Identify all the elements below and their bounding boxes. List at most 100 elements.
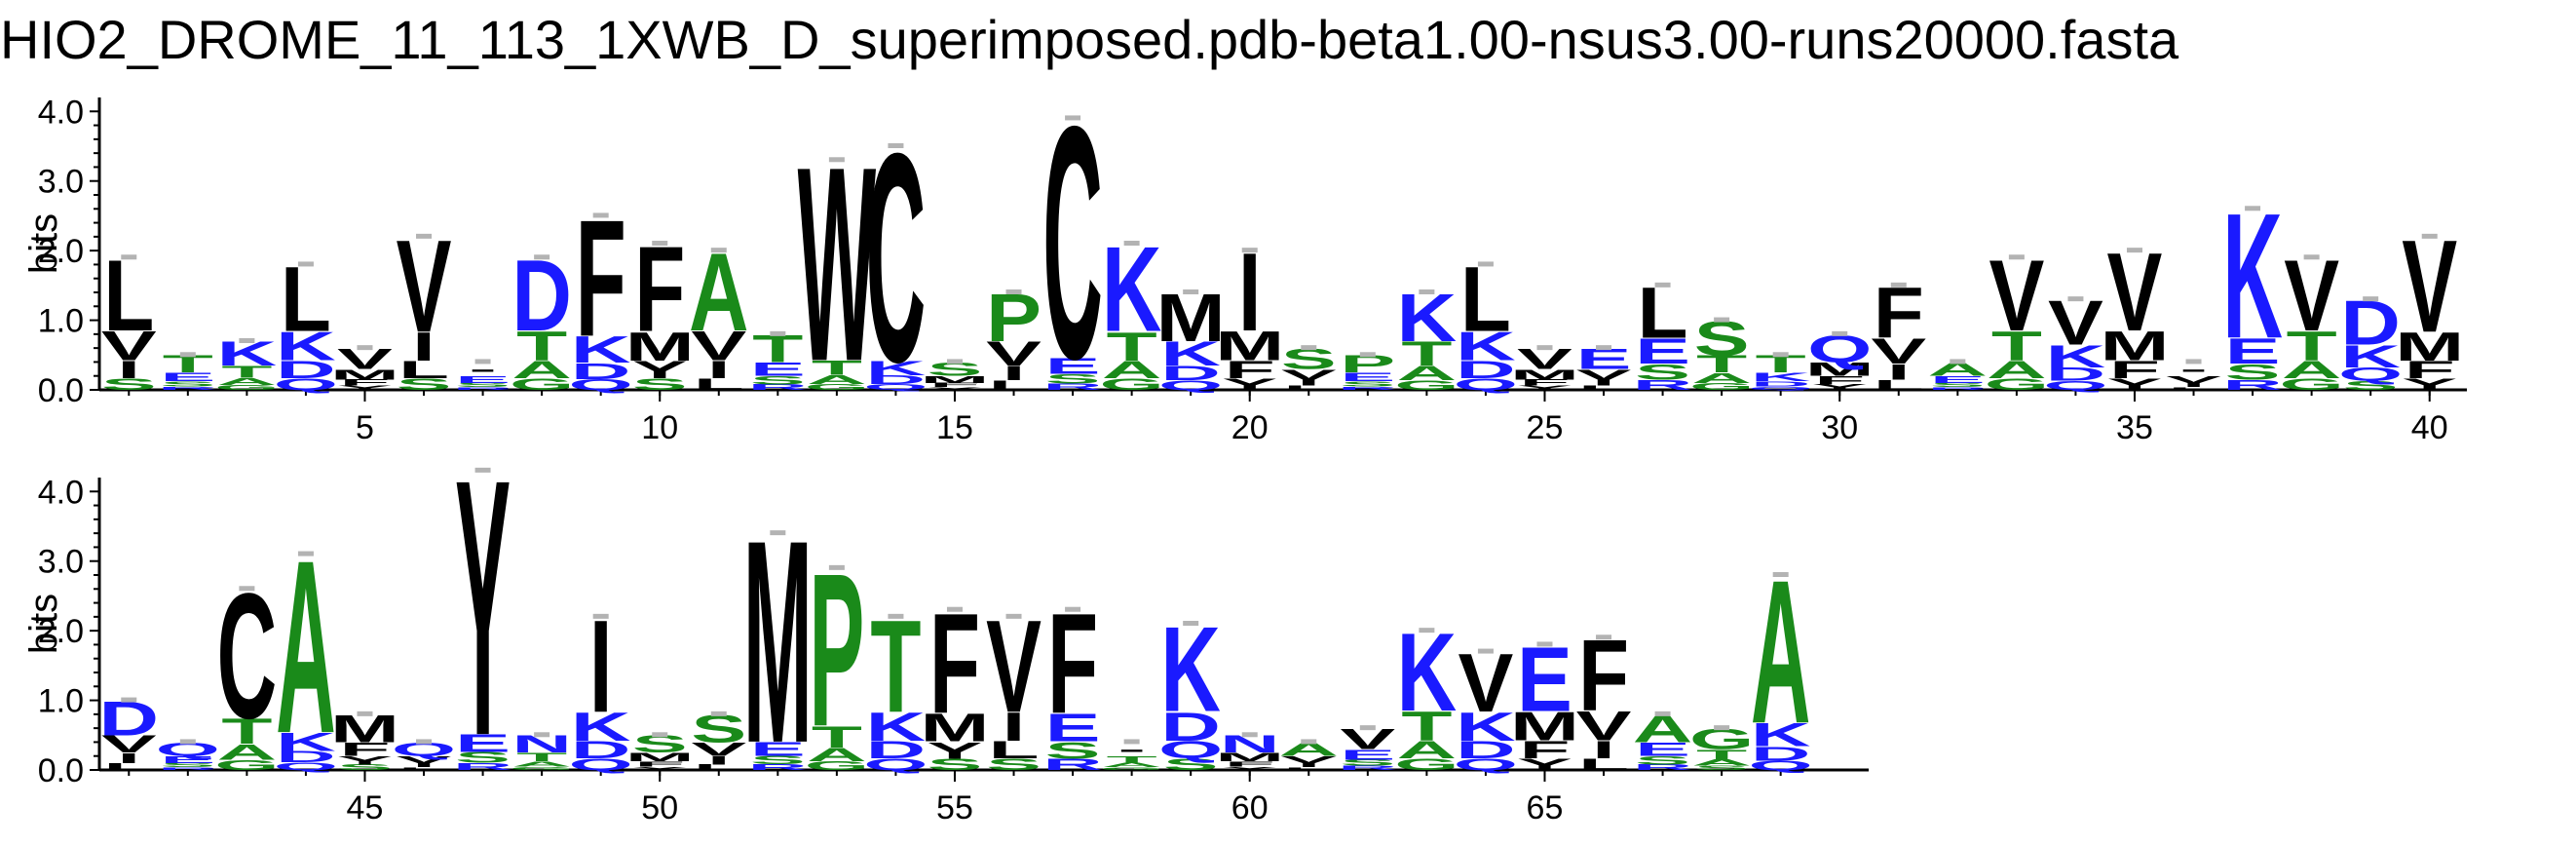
logo-letter: Y — [928, 386, 983, 390]
logo-letter: F — [634, 760, 685, 768]
error-bar — [888, 613, 904, 619]
error-bar — [1419, 289, 1435, 294]
logo-letter: L — [2168, 386, 2218, 390]
logo-letter: S — [101, 375, 157, 394]
logo-letter: D — [276, 748, 336, 765]
error-bar — [239, 338, 255, 343]
logo-letter: R — [1042, 755, 1103, 773]
y-tick-label: 0.0 — [38, 372, 84, 409]
error-bar — [888, 143, 904, 148]
logo-letter: Q — [274, 760, 338, 772]
logo-letter: L — [988, 737, 1039, 764]
logo-letter: M — [1510, 366, 1579, 383]
x-tick-label: 20 — [1231, 409, 1269, 446]
error-bar — [2363, 296, 2379, 302]
error-bar — [1359, 352, 1376, 358]
logo-letter: E — [750, 738, 806, 760]
logo-letter: V — [1576, 704, 1632, 749]
error-bar — [1654, 282, 1671, 288]
logo-letter: F — [1225, 760, 1275, 768]
x-tick-label: 30 — [1821, 409, 1858, 446]
logo-letter: A — [511, 356, 572, 383]
logo-letter: I — [2182, 382, 2206, 389]
y-tick-label: 1.0 — [38, 303, 84, 340]
error-bar — [1301, 739, 1317, 745]
logo-letter: V — [1281, 366, 1337, 383]
logo-letter: A — [807, 372, 867, 386]
logo-letter: A — [1928, 359, 1989, 380]
logo-letter: A — [1397, 363, 1458, 385]
x-tick-label: 10 — [641, 409, 678, 446]
logo-letter: Q — [392, 739, 456, 760]
y-axis-label: bits — [22, 594, 65, 654]
logo-letter: I — [1003, 705, 1026, 749]
logo-letter: S — [1045, 737, 1101, 763]
logo-letter: R — [748, 383, 809, 392]
logo-letter: R — [1338, 765, 1398, 772]
logo-letter: E — [1340, 370, 1395, 384]
logo-letter: T — [1696, 351, 1747, 378]
logo-letter: T — [1401, 704, 1452, 749]
logo-letter: T — [812, 357, 862, 380]
logo-letter: R — [748, 763, 809, 772]
logo-letter: Y — [337, 385, 393, 392]
error-bar — [1596, 345, 1612, 351]
logo-letter: G — [214, 757, 279, 774]
logo-letter: F — [1814, 374, 1865, 387]
logo-letter: F — [1519, 378, 1570, 388]
x-tick-label: 60 — [1231, 789, 1269, 826]
logo-letter: R — [1928, 386, 1989, 390]
logo-letter: S — [632, 375, 688, 394]
logo-letter: L — [398, 766, 449, 770]
logo-letter: L — [1578, 755, 1629, 774]
logo-letter: A — [807, 745, 867, 765]
logo-letter: A — [217, 376, 278, 388]
logo-letter: D — [1751, 380, 1811, 388]
error-bar — [1477, 648, 1494, 654]
y-tick-label: 4.0 — [38, 94, 84, 131]
error-bar — [1065, 606, 1081, 612]
logo-letter: S — [1340, 380, 1395, 388]
logo-letter: S — [1340, 758, 1395, 768]
logo-letter: I — [1297, 762, 1320, 769]
y-tick-label: 1.0 — [38, 683, 84, 720]
logo-letter: A — [2282, 356, 2342, 383]
logo-letter: D — [866, 737, 927, 764]
logo-letter: Q — [156, 739, 220, 760]
logo-letter: I — [1592, 736, 1615, 763]
y-tick-label: 4.0 — [38, 474, 84, 511]
logo-letter: L — [694, 763, 744, 772]
logo-letter: P — [809, 528, 864, 772]
logo-letter: A — [1751, 537, 1811, 766]
logo-letter: F — [1519, 736, 1570, 763]
error-bar — [297, 551, 314, 557]
logo-letter: L — [1578, 385, 1629, 392]
logo-letter: G — [1689, 381, 1754, 392]
logo-letter: Y — [1222, 375, 1277, 394]
logo-letter: S — [455, 382, 511, 389]
logo-letter: I — [1003, 363, 1026, 385]
error-bar — [474, 359, 491, 365]
logo-letter: K — [1456, 324, 1516, 369]
error-bar — [1536, 345, 1553, 351]
error-bar — [1890, 282, 1907, 288]
